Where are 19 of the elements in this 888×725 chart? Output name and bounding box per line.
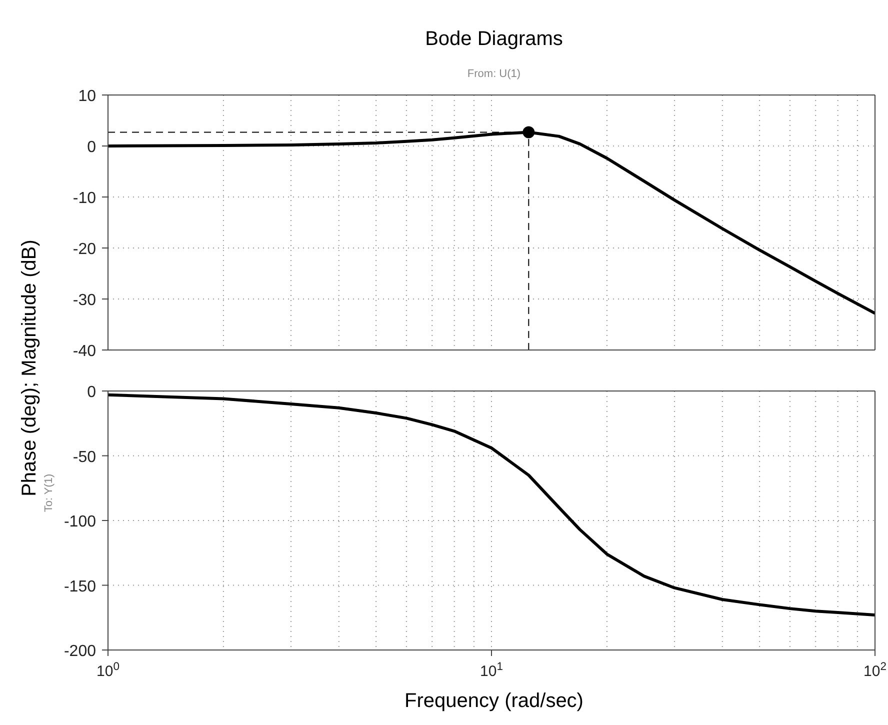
x-axis-title: Frequency (rad/sec)	[404, 690, 584, 712]
y-tick-label: -50	[72, 448, 96, 466]
y-tick-label: -200	[64, 643, 96, 660]
y-tick-label: 0	[87, 139, 96, 156]
text: From: U(1)	[467, 68, 521, 80]
text: To: Y(1)	[43, 474, 55, 512]
y-axis-title: Phase (deg); Magnitude (dB)	[18, 240, 40, 496]
y-tick-label: -10	[72, 190, 96, 207]
x-tick-label: 10$^{1}$	[480, 661, 503, 680]
x-tick-label: 10$^{2}$	[864, 661, 886, 680]
y-tick-label: -20	[72, 241, 96, 258]
y-tick-label: -30	[72, 292, 96, 309]
x-tick-label: 10$^{0}$	[96, 661, 120, 680]
y-tick-label: -40	[72, 343, 96, 360]
y-tick-label: 0	[87, 384, 96, 401]
y-tick-label: -100	[64, 514, 96, 530]
y-tick-label: 10	[78, 88, 96, 105]
y-tick-label: -150	[64, 578, 96, 596]
chart-title: Bode Diagrams	[425, 28, 563, 50]
